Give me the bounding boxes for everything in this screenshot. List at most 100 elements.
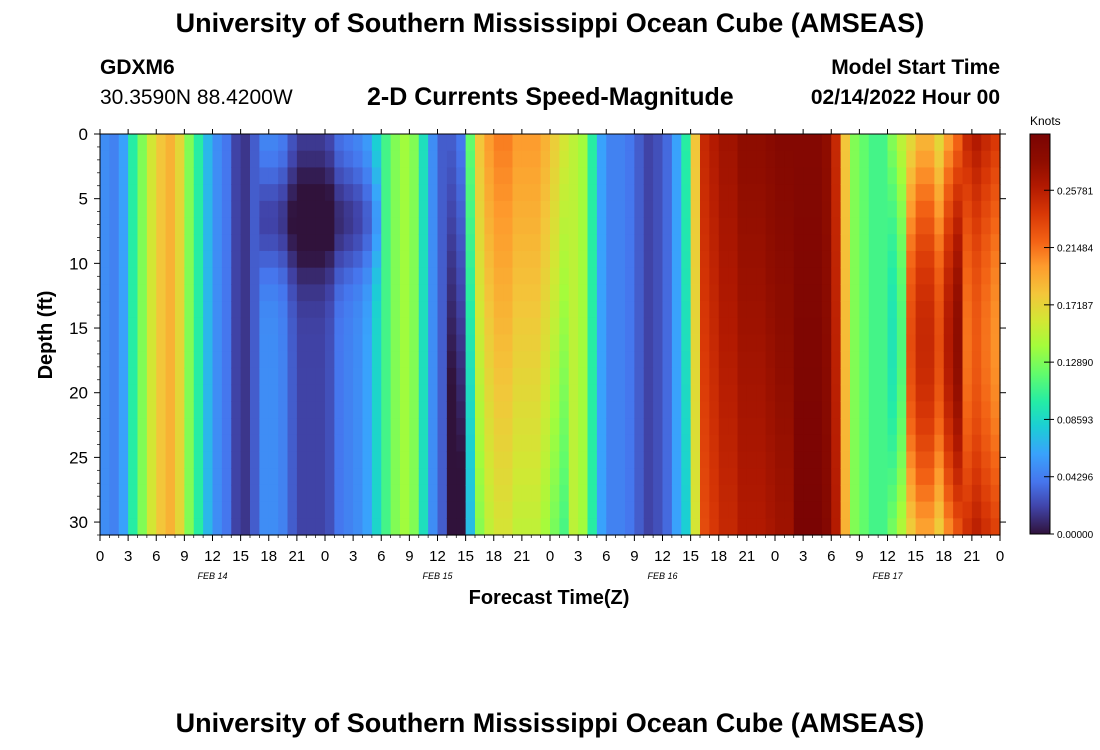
heatmap-cell xyxy=(878,451,889,469)
heatmap-cell xyxy=(662,200,673,219)
heatmap-cell xyxy=(793,367,804,386)
heatmap-cell xyxy=(203,518,214,536)
heatmap-cell xyxy=(812,484,823,503)
heatmap-cell xyxy=(821,167,832,185)
heatmap-cell xyxy=(531,134,542,152)
heatmap-cell xyxy=(287,334,298,352)
heatmap-cell xyxy=(850,484,860,503)
heatmap-cell xyxy=(343,401,354,419)
heatmap-cell xyxy=(531,250,542,269)
heatmap-cell xyxy=(915,150,926,169)
heatmap-cell xyxy=(550,217,560,235)
heatmap-cell xyxy=(746,150,757,169)
heatmap-cell xyxy=(878,367,889,386)
heatmap-cell xyxy=(128,167,139,185)
heatmap-cell xyxy=(193,134,204,152)
heatmap-cell xyxy=(784,250,795,269)
heatmap-cell xyxy=(512,184,523,202)
heatmap-cell xyxy=(259,351,270,369)
heatmap-cell xyxy=(362,234,373,252)
heatmap-cell xyxy=(681,217,692,235)
heatmap-cell xyxy=(962,468,973,486)
heatmap-cell xyxy=(137,200,148,219)
heatmap-cell xyxy=(493,451,504,469)
heatmap-cell xyxy=(812,418,823,436)
heatmap-cell xyxy=(793,150,804,169)
heatmap-cell xyxy=(812,351,823,369)
heatmap-cell xyxy=(925,451,935,469)
heatmap-cell xyxy=(221,134,232,152)
heatmap-cell xyxy=(981,518,992,536)
heatmap-cell xyxy=(446,351,457,369)
heatmap-cell xyxy=(231,351,242,369)
heatmap-cell xyxy=(343,217,354,235)
heatmap-cell xyxy=(428,301,439,319)
heatmap-cell xyxy=(540,217,551,235)
heatmap-cell xyxy=(334,451,345,469)
heatmap-cell xyxy=(128,451,139,469)
heatmap-cell xyxy=(231,167,242,185)
heatmap-cell xyxy=(203,167,214,185)
heatmap-cell xyxy=(193,434,204,453)
heatmap-cell xyxy=(943,384,954,402)
heatmap-cell xyxy=(578,150,589,169)
heatmap-cell xyxy=(643,167,654,185)
heatmap-cell xyxy=(934,401,945,419)
heatmap-cell xyxy=(943,518,954,536)
heatmap-cell xyxy=(559,267,570,285)
heatmap-cell xyxy=(943,301,954,319)
heatmap-cell xyxy=(156,451,167,469)
heatmap-cell xyxy=(568,267,579,285)
heatmap-cell xyxy=(821,184,832,202)
heatmap-cell xyxy=(793,184,804,202)
heatmap-cell xyxy=(653,468,664,486)
heatmap-cell xyxy=(221,518,232,536)
heatmap-cell xyxy=(671,184,682,202)
heatmap-cell xyxy=(296,484,307,503)
heatmap-cell xyxy=(287,418,298,436)
heatmap-cell xyxy=(428,351,439,369)
heatmap-cell xyxy=(681,234,692,252)
heatmap-cell xyxy=(137,518,148,536)
heatmap-cell xyxy=(400,384,410,402)
heatmap-cell xyxy=(634,184,645,202)
heatmap-cell xyxy=(887,334,898,352)
heatmap-cell xyxy=(859,418,870,436)
heatmap-cell xyxy=(812,134,823,152)
heatmap-cell xyxy=(934,317,945,336)
heatmap-cell xyxy=(446,134,457,152)
heatmap-cell xyxy=(943,468,954,486)
heatmap-cell xyxy=(221,184,232,202)
heatmap-cell xyxy=(765,434,776,453)
heatmap-cell xyxy=(212,250,223,269)
heatmap-cell xyxy=(718,317,729,336)
heatmap-cell xyxy=(400,134,410,152)
heatmap-cell xyxy=(306,234,317,252)
heatmap-cell xyxy=(981,501,992,519)
heatmap-cell xyxy=(896,451,907,469)
heatmap-cell xyxy=(578,384,589,402)
station-coordinates: 30.3590N 88.4200W xyxy=(100,86,293,109)
heatmap-cell xyxy=(606,484,617,503)
heatmap-cell xyxy=(118,468,129,486)
heatmap-cell xyxy=(568,167,579,185)
heatmap-cell xyxy=(400,184,410,202)
heatmap-cell xyxy=(446,234,457,252)
heatmap-cell xyxy=(409,234,420,252)
heatmap-cell xyxy=(503,267,514,285)
heatmap-cell xyxy=(896,468,907,486)
heatmap-cell xyxy=(737,317,748,336)
heatmap-cell xyxy=(643,367,654,386)
heatmap-cell xyxy=(428,484,439,503)
heatmap-cell xyxy=(343,518,354,536)
heatmap-cell xyxy=(418,267,429,285)
heatmap-cell xyxy=(765,301,776,319)
heatmap-cell xyxy=(493,501,504,519)
heatmap-cell xyxy=(109,334,120,352)
heatmap-cell xyxy=(878,250,889,269)
heatmap-cell xyxy=(343,134,354,152)
heatmap-cell xyxy=(934,134,945,152)
heatmap-cell xyxy=(400,150,410,169)
heatmap-cell xyxy=(456,384,467,402)
heatmap-cell xyxy=(925,284,935,302)
